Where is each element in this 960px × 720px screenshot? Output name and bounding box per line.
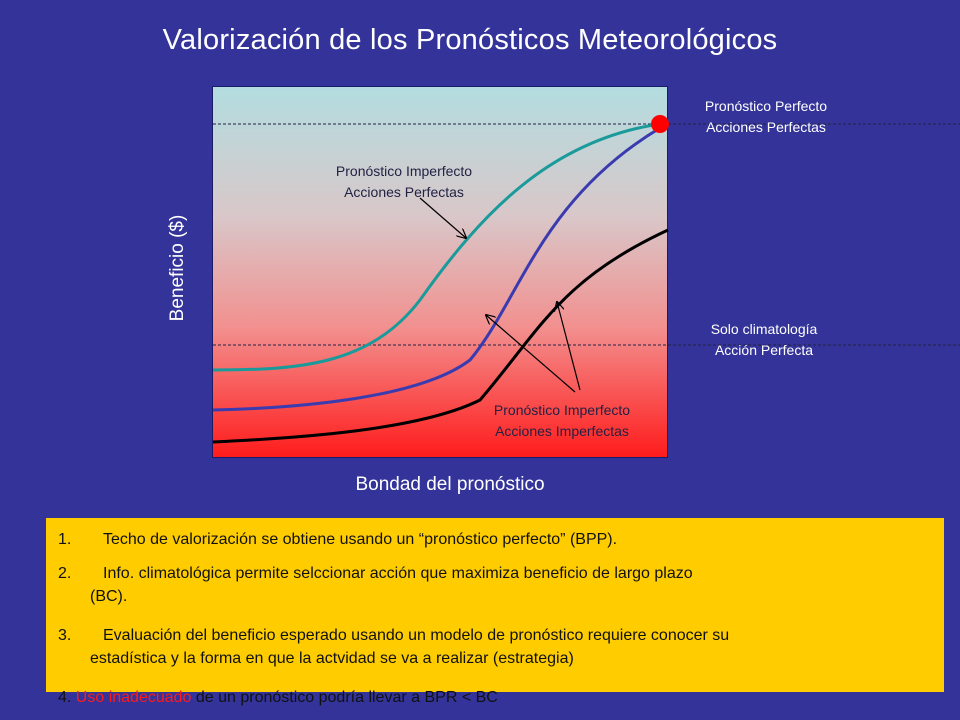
blue-curve-imperfect-forecast (212, 126, 661, 412)
note-2-text: Info. climatológica permite selccionar a… (103, 565, 693, 582)
note-4-suffix: de un pronóstico podría llevar a BPR < B… (191, 689, 498, 706)
label-perfect-forecast-line1: Pronóstico Perfecto (704, 98, 828, 114)
note-3-number: 3. (58, 627, 72, 644)
label-iia-line2: Acciones Imperfectas (495, 423, 629, 439)
note-4-highlight: Uso inadecuado (75, 689, 192, 706)
notes-box: 1. Techo de valorización se obtiene usan… (46, 518, 944, 692)
label-perfect-forecast: Pronóstico Perfecto Acciones Perfectas (668, 96, 864, 138)
note-3: 3. Evaluación del beneficio esperado usa… (58, 624, 938, 670)
arrow-to-teal-curve (419, 197, 466, 238)
note-2-number: 2. (58, 565, 72, 582)
label-climatology-line1: Solo climatología (710, 321, 818, 337)
page-title: Valorización de los Pronósticos Meteorol… (162, 24, 778, 56)
label-ipa-line1: Pronóstico Imperfecto (335, 163, 473, 179)
note-3-text: Evaluación del beneficio esperado usando… (103, 627, 730, 644)
label-imperfect-forecast-imperfect-actions: Pronóstico Imperfecto Acciones Imperfect… (462, 400, 662, 442)
label-climatology: Solo climatología Acción Perfecta (664, 319, 864, 361)
black-curve-imperfect-actions (212, 228, 669, 444)
label-iia-line1: Pronóstico Imperfecto (493, 402, 631, 418)
note-1-number: 1. (58, 531, 72, 548)
note-1: 1. Techo de valorización se obtiene usan… (58, 528, 938, 551)
note-4: 4. Uso inadecuado de un pronóstico podrí… (58, 686, 498, 709)
note-1-text: Techo de valorización se obtiene usando … (103, 531, 618, 548)
y-axis-label: Beneficio ($) (167, 214, 188, 322)
teal-curve-imperfect-forecast-perfect-actions (212, 122, 661, 372)
note-2-continuation: (BC). (90, 588, 128, 605)
arrow-to-blue-curve (486, 315, 576, 393)
label-climatology-line2: Acción Perfecta (714, 342, 814, 358)
arrow-to-black-curve (557, 302, 581, 391)
label-imperfect-forecast-perfect-actions: Pronóstico Imperfecto Acciones Perfectas (304, 161, 504, 203)
note-4-prefix: 4. (58, 689, 76, 706)
perfect-forecast-point (651, 115, 669, 133)
label-perfect-forecast-line2: Acciones Perfectas (706, 119, 826, 135)
note-3-continuation: estadística y la forma en que la actvida… (90, 650, 574, 667)
x-axis-label: Bondad del pronóstico (355, 474, 545, 495)
note-2: 2. Info. climatológica permite selcciona… (58, 562, 938, 608)
label-ipa-line2: Acciones Perfectas (344, 184, 464, 200)
